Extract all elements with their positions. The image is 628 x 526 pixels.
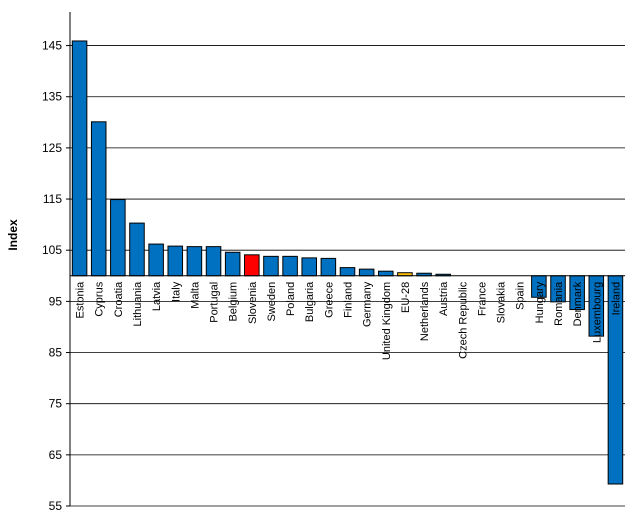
category-label: Germany — [362, 281, 374, 327]
bar — [148, 243, 164, 277]
bar — [339, 267, 356, 277]
category-label: Romania — [553, 281, 565, 326]
category-label: Croatia — [113, 281, 125, 317]
category-label: United Kingdom — [381, 282, 393, 360]
category-label: Latvia — [151, 281, 163, 311]
bar — [129, 222, 145, 277]
category-label: Malta — [189, 281, 201, 309]
y-tick-labels: 55 65 75 85 95 105 115 125 135 145 — [42, 39, 62, 513]
y-tick-label: 115 — [43, 192, 62, 206]
bar — [378, 270, 394, 277]
category-label: Denmark — [572, 281, 584, 326]
bar — [320, 257, 337, 277]
bar — [244, 254, 260, 277]
category-label: Portugal — [209, 282, 221, 323]
bar — [263, 255, 279, 277]
category-label: Lithuania — [132, 281, 144, 327]
category-label: Hungary — [534, 281, 546, 323]
y-tick-label: 75 — [49, 397, 63, 411]
y-tick-label: 95 — [49, 294, 63, 308]
category-label: Austria — [438, 281, 450, 316]
y-tick-label: 55 — [49, 499, 63, 513]
category-label: Czech Republic — [457, 281, 469, 359]
y-tick-label: 145 — [42, 39, 62, 53]
bars — [71, 40, 624, 485]
category-label: Bulgaria — [304, 281, 316, 322]
category-label: Luxembourg — [591, 282, 603, 343]
category-label: Finland — [343, 282, 355, 318]
category-label: Slovakia — [496, 281, 508, 323]
category-label: Greece — [323, 282, 335, 318]
bar — [358, 268, 375, 277]
category-label: Italy — [170, 281, 182, 302]
category-label: France — [476, 282, 488, 316]
bar — [301, 257, 317, 277]
bar — [110, 199, 126, 277]
category-label: Sweden — [266, 282, 278, 322]
y-tick-label: 105 — [42, 243, 62, 257]
category-label: Netherlands — [419, 281, 431, 341]
axes — [66, 12, 625, 507]
y-axis-title: Index — [6, 219, 20, 251]
bar — [90, 121, 107, 277]
category-labels: Estonia Cyprus Croatia Lithuania Latvia Italy… — [75, 281, 623, 360]
category-label: Poland — [285, 282, 297, 316]
category-label: Belgium — [228, 282, 240, 322]
bar — [205, 246, 222, 277]
category-label: Estonia — [75, 281, 87, 319]
bar — [186, 246, 203, 277]
category-label: EU-28 — [400, 282, 412, 313]
bar — [71, 40, 88, 277]
y-tick-label: 135 — [42, 90, 62, 104]
bar — [282, 255, 298, 277]
bar — [167, 245, 184, 277]
category-label: Slovenia — [247, 281, 259, 324]
y-tick-label: 65 — [49, 448, 63, 462]
bar — [224, 251, 241, 277]
y-tick-label: 85 — [49, 346, 63, 360]
category-label: Cyprus — [94, 281, 106, 316]
category-label: Ireland — [610, 282, 622, 316]
y-tick-label: 125 — [42, 141, 62, 155]
category-label: Spain — [515, 282, 527, 310]
